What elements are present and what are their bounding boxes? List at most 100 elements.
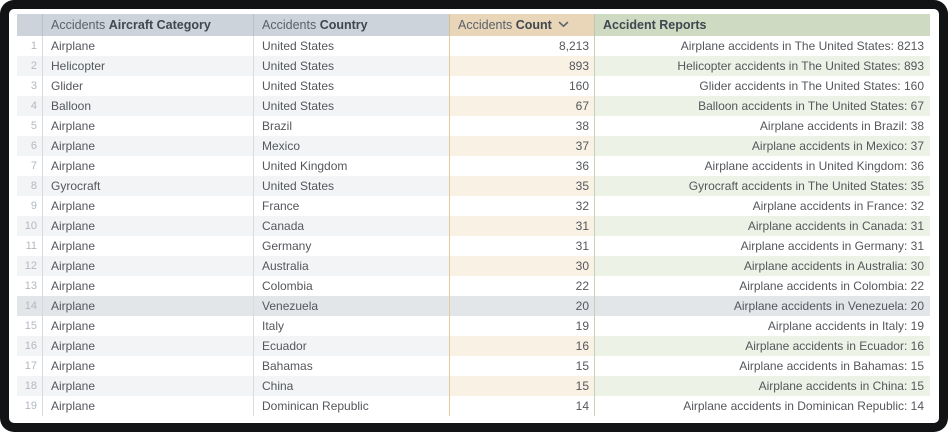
count-cell: 20 — [449, 296, 594, 316]
table-row[interactable]: 2 Helicopter United States 893 Helicopte… — [17, 56, 930, 76]
column-header-accident-reports[interactable]: Accident Reports — [594, 14, 930, 36]
aircraft-category-cell: Airplane — [43, 276, 254, 296]
table-row[interactable]: 11 Airplane Germany 31 Airplane accident… — [17, 236, 930, 256]
accident-report-cell: Airplane accidents in Italy: 19 — [594, 316, 930, 336]
accident-report-cell: Airplane accidents in Canada: 31 — [594, 216, 930, 236]
column-header-count[interactable]: Accidents Count — [449, 14, 594, 36]
table-row[interactable]: 16 Airplane Ecuador 16 Airplane accident… — [17, 336, 930, 356]
count-cell: 22 — [449, 276, 594, 296]
accident-report-cell: Airplane accidents in Brazil: 38 — [594, 116, 930, 136]
count-cell: 31 — [449, 216, 594, 236]
column-name: Aircraft Category — [108, 18, 211, 32]
accident-report-cell: Airplane accidents in Venezuela: 20 — [594, 296, 930, 316]
aircraft-category-cell: Airplane — [43, 36, 254, 56]
accident-report-cell: Airplane accidents in Ecuador: 16 — [594, 336, 930, 356]
accident-report-cell: Balloon accidents in The United States: … — [594, 96, 930, 116]
table-row[interactable]: 9 Airplane France 32 Airplane accidents … — [17, 196, 930, 216]
row-number-cell: 10 — [17, 216, 43, 236]
row-number-cell: 7 — [17, 156, 43, 176]
table-body: 1 Airplane United States 8,213 Airplane … — [17, 36, 930, 416]
data-grid: Accidents Aircraft Category Accidents Co… — [9, 9, 939, 423]
table-row[interactable]: 15 Airplane Italy 19 Airplane accidents … — [17, 316, 930, 336]
table-row[interactable]: 6 Airplane Mexico 37 Airplane accidents … — [17, 136, 930, 156]
table-row[interactable]: 1 Airplane United States 8,213 Airplane … — [17, 36, 930, 56]
country-cell: Italy — [262, 319, 285, 333]
country-cell: Ecuador — [254, 336, 449, 356]
table-row[interactable]: 12 Airplane Australia 30 Airplane accide… — [17, 256, 930, 276]
column-header-aircraft-category[interactable]: Accidents Aircraft Category — [43, 14, 254, 36]
accident-report-cell: Airplane accidents in Mexico: 37 — [594, 136, 930, 156]
count-cell: 38 — [449, 116, 594, 136]
table-row[interactable]: 7 Airplane United Kingdom 36 Airplane ac… — [17, 156, 930, 176]
table-row[interactable]: 19 Airplane Dominican Republic 14 Airpla… — [17, 396, 930, 416]
aircraft-category-cell: Airplane — [43, 216, 254, 236]
row-number-cell: 17 — [17, 356, 43, 376]
accident-report-cell: Gyrocraft accidents in The United States… — [594, 176, 930, 196]
table-row[interactable]: 3 Glider United States 160 Glider accide… — [17, 76, 930, 96]
aircraft-category-cell: Airplane — [43, 116, 254, 136]
count-cell: 16 — [449, 336, 594, 356]
row-number-cell: 19 — [17, 396, 43, 416]
column-header-country[interactable]: Accidents Country — [254, 14, 449, 36]
row-number-cell: 13 — [17, 276, 43, 296]
column-name: Country — [319, 18, 368, 32]
country-cell: China — [254, 376, 449, 396]
count-cell: 36 — [449, 156, 594, 176]
country-cell: Mexico — [254, 136, 449, 156]
row-number-cell: 1 — [17, 36, 43, 56]
count-cell: 8,213 — [449, 36, 594, 56]
aircraft-category-cell: Airplane — [43, 356, 254, 376]
column-name: Count — [515, 18, 552, 32]
country-cell: United Kingdom — [262, 159, 348, 173]
aircraft-category-cell: Airplane — [43, 296, 254, 316]
table-row[interactable]: 5 Airplane Brazil 38 Airplane accidents … — [17, 116, 930, 136]
header-row: Accidents Aircraft Category Accidents Co… — [17, 14, 930, 36]
aircraft-category-cell: Airplane — [43, 316, 254, 336]
aircraft-category-cell: Airplane — [43, 396, 254, 416]
table-row[interactable]: 4 Balloon United States 67 Balloon accid… — [17, 96, 930, 116]
count-cell: 30 — [449, 256, 594, 276]
country-cell: Canada — [254, 216, 449, 236]
accident-report-cell: Airplane accidents in Australia: 30 — [594, 256, 930, 276]
row-number-cell: 16 — [17, 336, 43, 356]
aircraft-category-cell: Airplane — [43, 136, 254, 156]
aircraft-category-cell: Airplane — [43, 236, 254, 256]
accident-report-cell: Glider accidents in The United States: 1… — [594, 76, 930, 96]
row-number-cell: 5 — [17, 116, 43, 136]
table-row[interactable]: 8 Gyrocraft United States 35 Gyrocraft a… — [17, 176, 930, 196]
country-cell: Venezuela — [254, 296, 449, 316]
country-cell: Bahamas — [262, 359, 313, 373]
row-number-cell: 14 — [17, 296, 43, 316]
country-cell: Dominican Republic — [262, 399, 369, 413]
accident-report-cell: Airplane accidents in Dominican Republic… — [594, 396, 930, 416]
count-cell: 14 — [449, 396, 594, 416]
country-cell: Australia — [254, 256, 449, 276]
row-number-cell: 3 — [17, 76, 43, 96]
count-cell: 15 — [449, 356, 594, 376]
aircraft-category-cell: Gyrocraft — [43, 176, 254, 196]
country-cell: United States — [262, 79, 335, 93]
accident-report-cell: Airplane accidents in France: 32 — [594, 196, 930, 216]
count-cell: 15 — [449, 376, 594, 396]
row-number-cell: 8 — [17, 176, 43, 196]
count-cell: 19 — [449, 316, 594, 336]
table-row[interactable]: 10 Airplane Canada 31 Airplane accidents… — [17, 216, 930, 236]
column-name: Accident Reports — [603, 18, 707, 32]
table-row[interactable]: 18 Airplane China 15 Airplane accidents … — [17, 376, 930, 396]
accident-report-cell: Airplane accidents in The United States:… — [594, 36, 930, 56]
row-number-cell: 18 — [17, 376, 43, 396]
row-number-cell: 4 — [17, 96, 43, 116]
accident-report-cell: Airplane accidents in Colombia: 22 — [594, 276, 930, 296]
count-cell: 67 — [449, 96, 594, 116]
aircraft-category-cell: Airplane — [43, 156, 254, 176]
country-cell: United States — [254, 96, 449, 116]
table-row[interactable]: 14 Airplane Venezuela 20 Airplane accide… — [17, 296, 930, 316]
country-cell: France — [262, 199, 300, 213]
accident-report-cell: Airplane accidents in China: 15 — [594, 376, 930, 396]
aircraft-category-cell: Airplane — [43, 376, 254, 396]
column-prefix: Accidents — [458, 18, 513, 32]
row-number-cell: 2 — [17, 56, 43, 76]
table-row[interactable]: 13 Airplane Colombia 22 Airplane acciden… — [17, 276, 930, 296]
table-row[interactable]: 17 Airplane Bahamas 15 Airplane accident… — [17, 356, 930, 376]
